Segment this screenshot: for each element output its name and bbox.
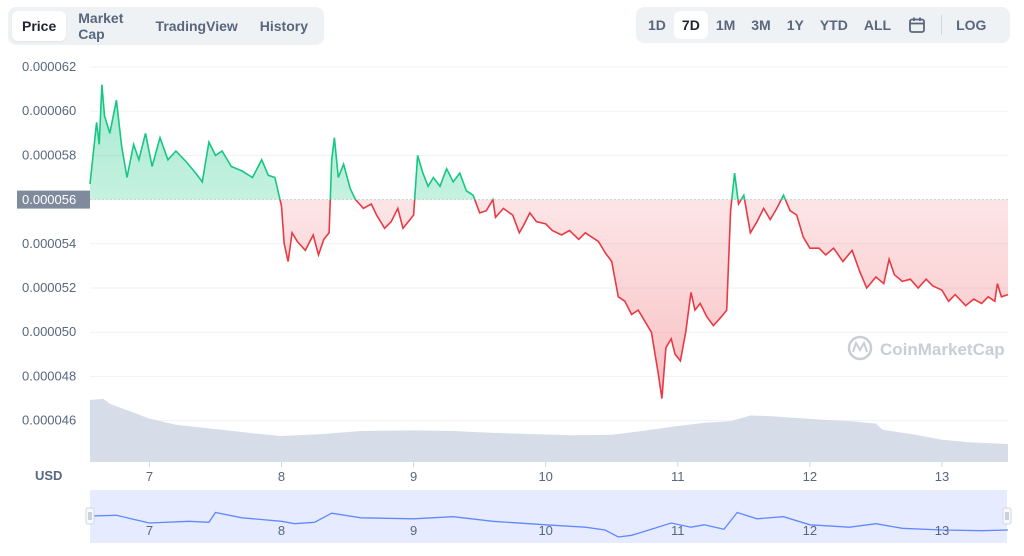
toolbar-divider — [941, 15, 943, 35]
navigator-background — [90, 490, 1007, 543]
range-all[interactable]: ALL — [863, 17, 892, 33]
price-line-down — [279, 199, 1009, 399]
y-tick-label: 0.000046 — [22, 413, 76, 428]
chart-type-tabs: Price Market Cap TradingView History — [8, 7, 324, 45]
x-tick-label: 8 — [278, 469, 285, 484]
range-1d[interactable]: 1D — [648, 17, 666, 33]
navigator-tick-label: 7 — [146, 523, 153, 538]
price-line-up — [89, 84, 787, 200]
x-tick-label: 9 — [410, 469, 417, 484]
watermark: CoinMarketCap — [847, 335, 1005, 361]
reference-price-tag-text: 0.000056 — [22, 192, 76, 207]
x-tick-label: 13 — [935, 469, 949, 484]
log-scale-toggle[interactable]: LOG — [956, 17, 987, 33]
x-tick-label: 10 — [538, 469, 552, 484]
navigator-handle-right[interactable] — [1002, 507, 1012, 525]
grid-lines — [90, 66, 1008, 422]
x-tick-label: 12 — [803, 469, 817, 484]
navigator-tick-label: 13 — [935, 523, 949, 538]
x-tick-label: 11 — [671, 469, 685, 484]
calendar-icon-glyph — [909, 17, 925, 33]
navigator-tick-label: 9 — [410, 523, 417, 538]
volume-area — [90, 398, 1008, 462]
coinmarketcap-logo-icon — [847, 335, 873, 361]
watermark-text: CoinMarketCap — [880, 340, 1005, 359]
reference-price-tag-bg — [17, 190, 90, 209]
range-1m[interactable]: 1M — [715, 17, 736, 33]
navigator-tick-label: 11 — [671, 523, 685, 538]
navigator-tick-label: 12 — [803, 523, 817, 538]
time-range-selector: 1D 7D 1M 3M 1Y YTD ALL LOG — [636, 7, 1010, 43]
y-axis-labels: 0.000062 0.000060 0.000058 0.000054 0.000052… — [22, 59, 76, 428]
range-3m[interactable]: 3M — [751, 17, 771, 33]
tab-tradingview[interactable]: TradingView — [155, 18, 238, 34]
y-tick-label: 0.000062 — [22, 59, 76, 74]
navigator-labels: 7 8 9 10 11 12 13 — [146, 523, 949, 538]
y-tick-label: 0.000054 — [22, 236, 76, 251]
navigator-line — [89, 511, 1009, 538]
tab-price[interactable]: Price — [12, 11, 67, 41]
y-tick-label: 0.000048 — [22, 368, 76, 383]
tab-history[interactable]: History — [259, 18, 308, 34]
range-ytd[interactable]: YTD — [819, 17, 848, 33]
navigator-tick-label: 8 — [278, 523, 285, 538]
y-tick-label: 0.000058 — [22, 147, 76, 162]
y-tick-label: 0.000060 — [22, 103, 76, 118]
y-tick-label: 0.000052 — [22, 280, 76, 295]
calendar-icon[interactable] — [903, 11, 931, 39]
range-7d[interactable]: 7D — [673, 11, 708, 39]
x-axis-labels: 7 8 9 10 11 12 13 — [146, 462, 949, 484]
navigator-tick-label: 10 — [538, 523, 552, 538]
reference-price-tag: 0.000056 — [17, 190, 90, 209]
currency-label: USD — [35, 468, 62, 483]
price-area-down — [279, 199, 1008, 399]
navigator: 7 8 9 10 11 12 13 — [85, 490, 1012, 543]
navigator-handle-left[interactable] — [85, 507, 95, 525]
range-1y[interactable]: 1Y — [786, 17, 804, 33]
y-tick-label: 0.000050 — [22, 324, 76, 339]
tab-market-cap[interactable]: Market Cap — [78, 10, 124, 42]
x-tick-label: 7 — [146, 469, 153, 484]
price-area-up — [90, 84, 1008, 200]
